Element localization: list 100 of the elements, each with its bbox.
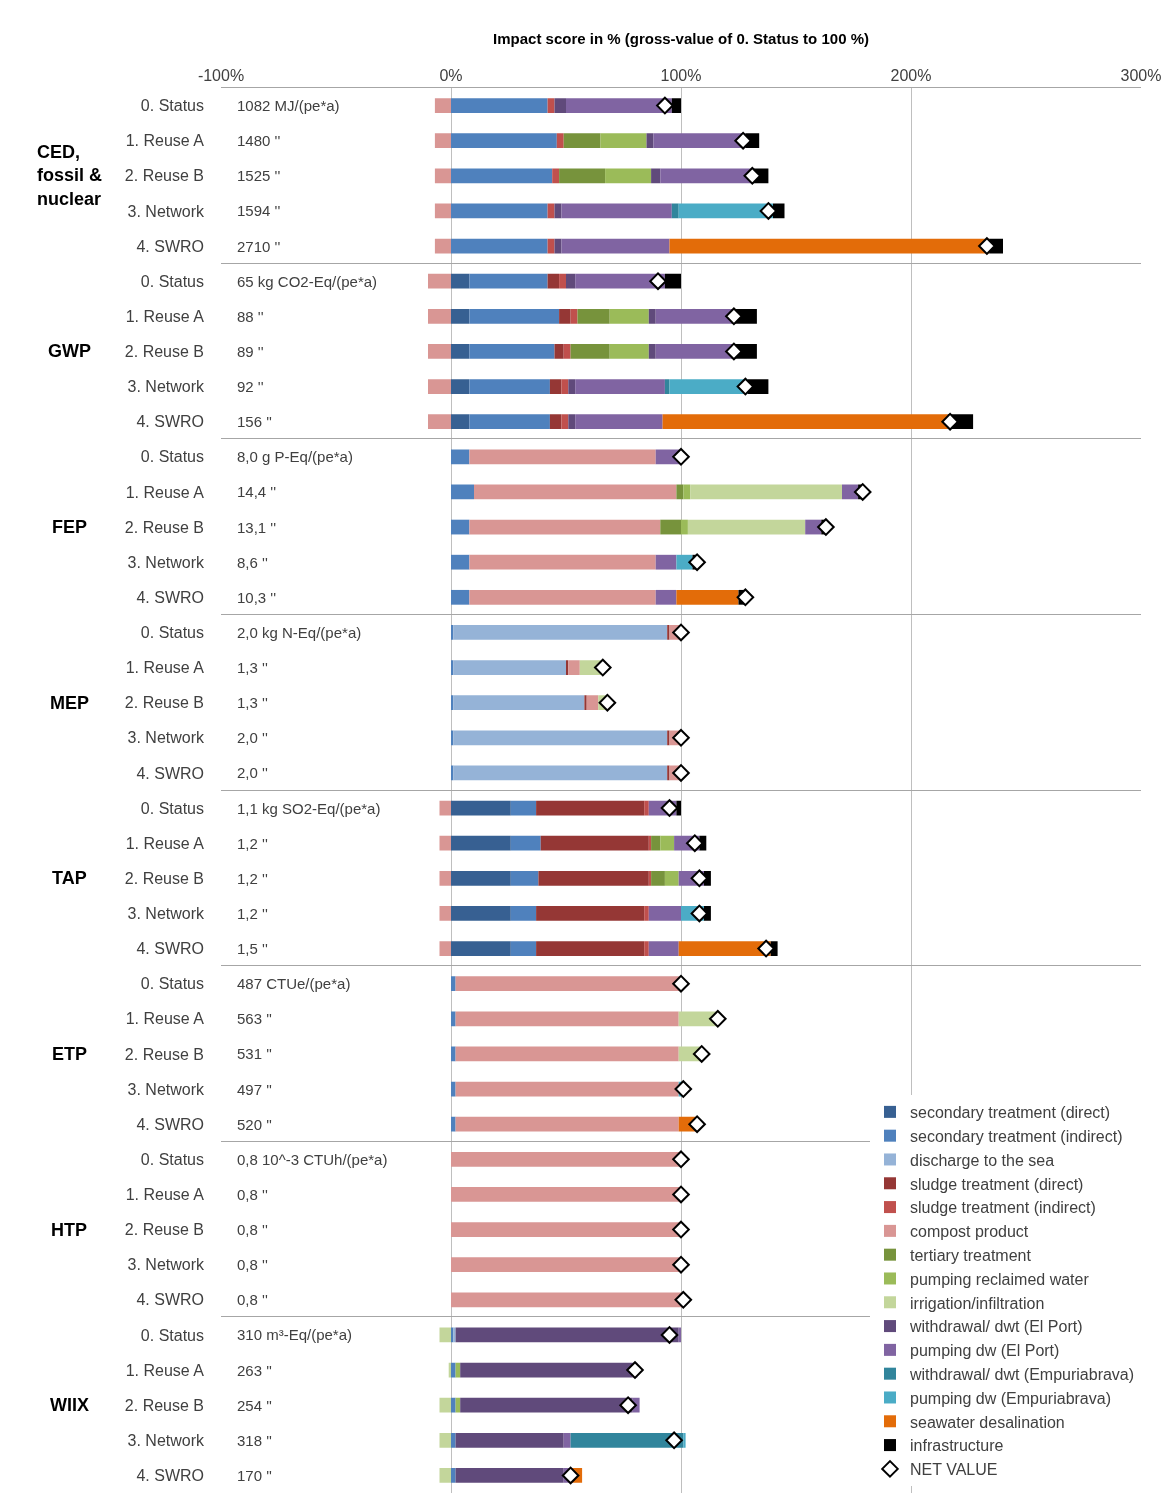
y-tick-label: 1. Reuse A [125, 132, 205, 150]
annotation: 0,8 '' [237, 1291, 268, 1308]
y-tick-label: 4. SWRO [136, 237, 204, 255]
bar [559, 273, 566, 289]
bar [451, 1116, 456, 1132]
annotation: 0,8 '' [237, 1256, 268, 1273]
y-tick-label: 4. SWRO [136, 940, 204, 958]
bar [428, 379, 451, 394]
bar [609, 308, 649, 324]
bar [536, 906, 645, 921]
bar [455, 1327, 679, 1343]
bar [474, 484, 677, 500]
bar [561, 238, 670, 254]
annotation: 89 '' [237, 343, 264, 360]
bar [575, 379, 665, 394]
point [688, 553, 706, 571]
bar [451, 379, 470, 394]
point [734, 131, 752, 150]
bar [554, 344, 564, 359]
bar [664, 379, 670, 394]
bar [434, 238, 451, 254]
bar [648, 941, 679, 956]
bar [434, 133, 451, 149]
point [626, 1361, 644, 1379]
point [656, 96, 674, 115]
bar [538, 870, 649, 886]
x-tick-label: 300% [1120, 66, 1162, 84]
bar [552, 168, 560, 184]
bar [510, 800, 537, 816]
bar [469, 589, 656, 605]
y-axis-title: ETP [52, 1044, 88, 1064]
bar [655, 589, 677, 605]
bar [586, 695, 599, 711]
legend-label: infrastructure [910, 1437, 1004, 1455]
point [649, 272, 667, 290]
annotation: 487 CTUe/(pe*a) [237, 975, 351, 992]
y-tick-label: 4. SWRO [136, 1115, 204, 1133]
point [709, 1010, 727, 1028]
bar [460, 1362, 633, 1378]
bar [451, 1362, 456, 1378]
annotation: 65 kg CO2-Eq/(pe*a) [237, 273, 378, 290]
point [561, 1466, 580, 1485]
bar [566, 273, 576, 289]
point [660, 799, 679, 817]
y-tick-label: 1. Reuse A [125, 1186, 205, 1204]
legend-label: sludge treatment (direct) [910, 1175, 1084, 1193]
bar [561, 414, 569, 430]
point [817, 518, 835, 536]
annotation: 1,3 '' [237, 659, 268, 676]
bar [451, 168, 553, 184]
bar [451, 449, 470, 465]
annotation: 1,2 '' [237, 835, 268, 852]
annotation: 10,3 '' [237, 589, 277, 606]
bar [577, 308, 610, 324]
point [736, 588, 755, 607]
annotation: 2,0 kg N-Eq/(pe*a) [237, 624, 362, 641]
bar [455, 1468, 564, 1483]
bar [451, 906, 511, 921]
point [660, 1326, 679, 1344]
bar [651, 870, 665, 886]
bar [451, 1468, 456, 1483]
bar [439, 1397, 451, 1413]
bar [676, 484, 684, 500]
y-tick-label: 1. Reuse A [125, 483, 205, 501]
bar [563, 133, 601, 149]
x-tick-label: 200% [890, 66, 932, 84]
bar [690, 484, 842, 500]
bar [662, 414, 948, 430]
bar [439, 1432, 451, 1448]
bar [451, 308, 470, 324]
bar [451, 976, 456, 992]
bar [455, 1046, 679, 1062]
bar [644, 941, 649, 956]
bar [648, 308, 656, 324]
bar [451, 273, 470, 289]
bar [453, 695, 585, 711]
bar [460, 1397, 633, 1413]
bar [455, 976, 681, 992]
y-tick-label: 3. Network [127, 1431, 205, 1449]
bar [648, 906, 681, 921]
bar [570, 308, 578, 324]
bar [439, 941, 451, 956]
x-tick-label: 100% [660, 66, 702, 84]
annotation: 14,4 '' [237, 483, 277, 500]
bar [455, 1116, 679, 1132]
x-tick-label: -100% [197, 66, 245, 84]
annotation: 563 '' [237, 1010, 273, 1027]
y-tick-label: 4. SWRO [136, 588, 204, 606]
bar [681, 519, 688, 535]
bar [536, 941, 645, 956]
bar [676, 589, 739, 605]
bar [676, 554, 693, 570]
bar [451, 870, 511, 886]
bar [660, 835, 675, 851]
annotation: 156 '' [237, 413, 273, 430]
annotation: 1,2 '' [237, 870, 268, 887]
bar [563, 1432, 571, 1448]
bar [439, 1468, 451, 1483]
bar [428, 414, 451, 430]
y-axis-title: GWP [48, 341, 91, 361]
